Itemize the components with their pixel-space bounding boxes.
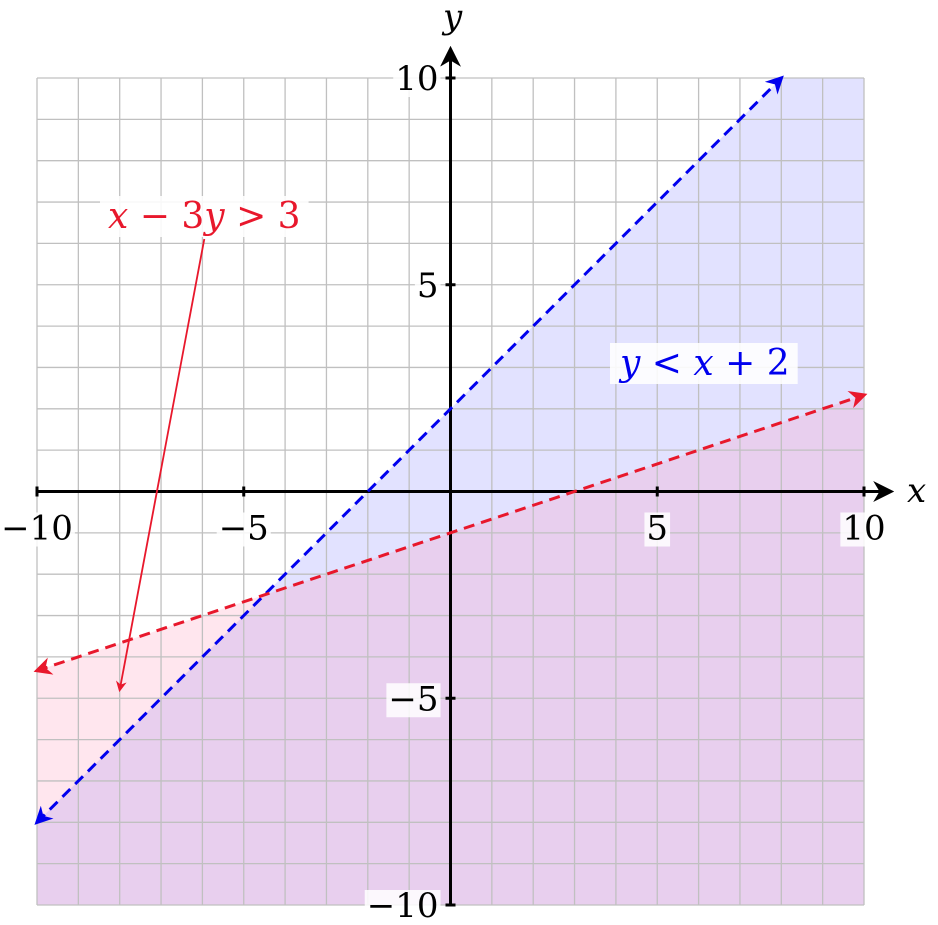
y-axis-label: y [441, 0, 463, 37]
y-tick-label: 10 [395, 59, 438, 99]
x-axis-label: x [907, 471, 926, 511]
inequality-boundary-lines [33, 75, 868, 825]
y-tick-label: 5 [417, 266, 439, 306]
blue-inequality-label-bg [610, 343, 798, 384]
y-tick-label: −10 [367, 886, 439, 925]
x-tick-label: 5 [646, 509, 668, 549]
x-tick-label: 10 [842, 509, 885, 549]
red-inequality-label-bg [100, 196, 309, 237]
red-label-pointer [115, 238, 206, 693]
blue-inequality-label: y < x + 2 [618, 343, 790, 384]
inequality-labels: x − 3y > 3 y < x + 2 [100, 196, 798, 693]
x-tick-label: −5 [219, 509, 269, 549]
red-inequality-label: x − 3y > 3 [108, 196, 301, 237]
y-tick-label: −5 [388, 679, 438, 719]
red-boundary-line [33, 391, 868, 675]
y-tick-label-bg [364, 890, 441, 924]
x-tick-label: −10 [1, 509, 73, 549]
